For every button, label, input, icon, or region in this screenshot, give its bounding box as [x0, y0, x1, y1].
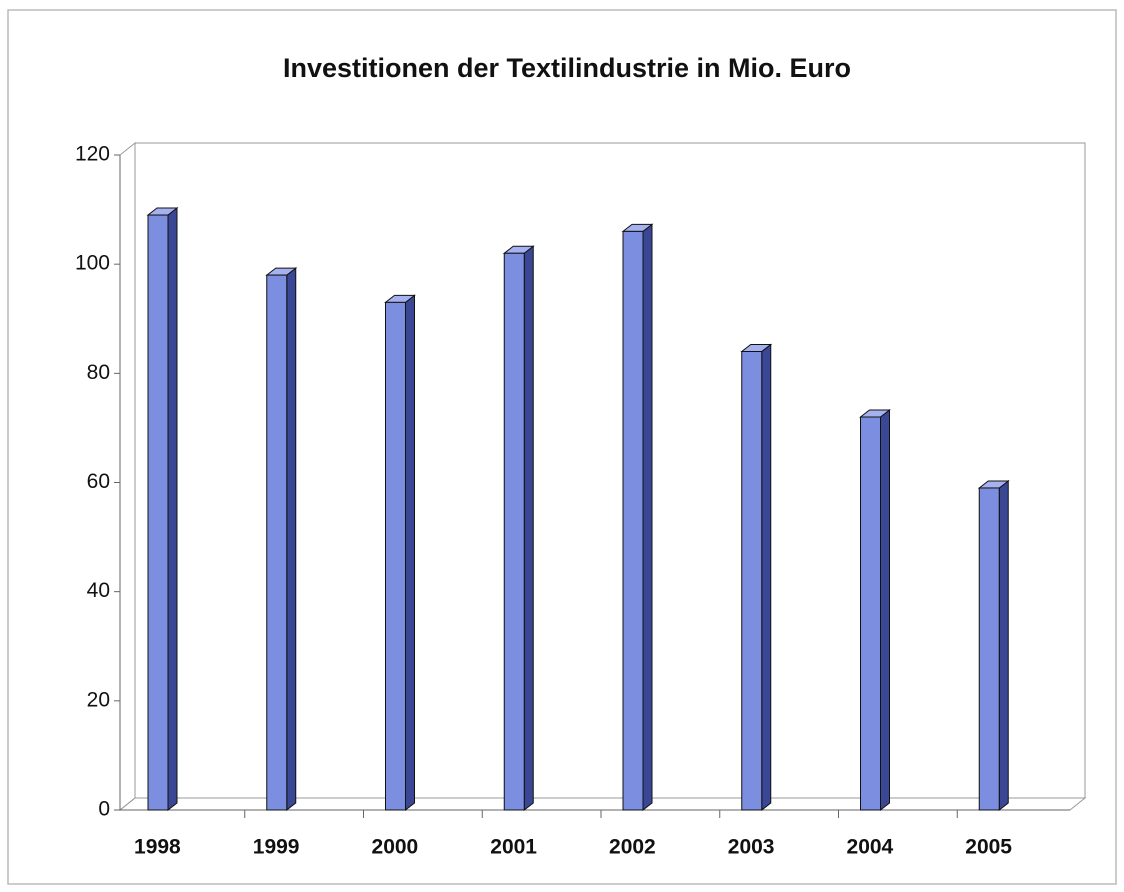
x-tick-label: 2000	[372, 836, 419, 859]
y-tick-label: 100	[75, 252, 110, 275]
bar-side	[286, 267, 297, 812]
x-tick-label: 2005	[965, 836, 1012, 859]
y-tick-label: 120	[75, 143, 110, 166]
bar-side	[880, 408, 890, 812]
bar-side	[405, 294, 415, 812]
bar-side	[761, 343, 772, 812]
bar-side	[167, 207, 178, 812]
chart-title: Investitionen der Textilindustrie in Mio…	[283, 53, 851, 83]
x-tick-label: 2001	[490, 836, 537, 859]
x-tick-label: 2003	[728, 836, 775, 859]
bar	[385, 301, 406, 811]
x-tick-label: 1999	[253, 836, 300, 859]
bar	[266, 274, 288, 811]
x-tick-label: 2004	[847, 836, 894, 859]
bar-side	[523, 245, 534, 812]
bar	[741, 351, 763, 811]
bar	[860, 416, 881, 811]
bar-side	[998, 479, 1009, 812]
y-tick-label: 80	[87, 361, 110, 384]
y-tick-label: 40	[87, 579, 110, 602]
bar-side	[642, 223, 653, 812]
y-tick-label: 60	[87, 470, 110, 493]
bar	[978, 487, 1000, 811]
x-tick-label: 1998	[134, 836, 181, 859]
y-tick-label: 20	[87, 688, 110, 711]
frame	[7, 9, 1117, 885]
bar	[622, 230, 644, 811]
bar	[147, 214, 169, 811]
x-tick-label: 2002	[609, 836, 656, 859]
y-tick-label: 0	[98, 798, 110, 821]
bar	[503, 252, 525, 811]
